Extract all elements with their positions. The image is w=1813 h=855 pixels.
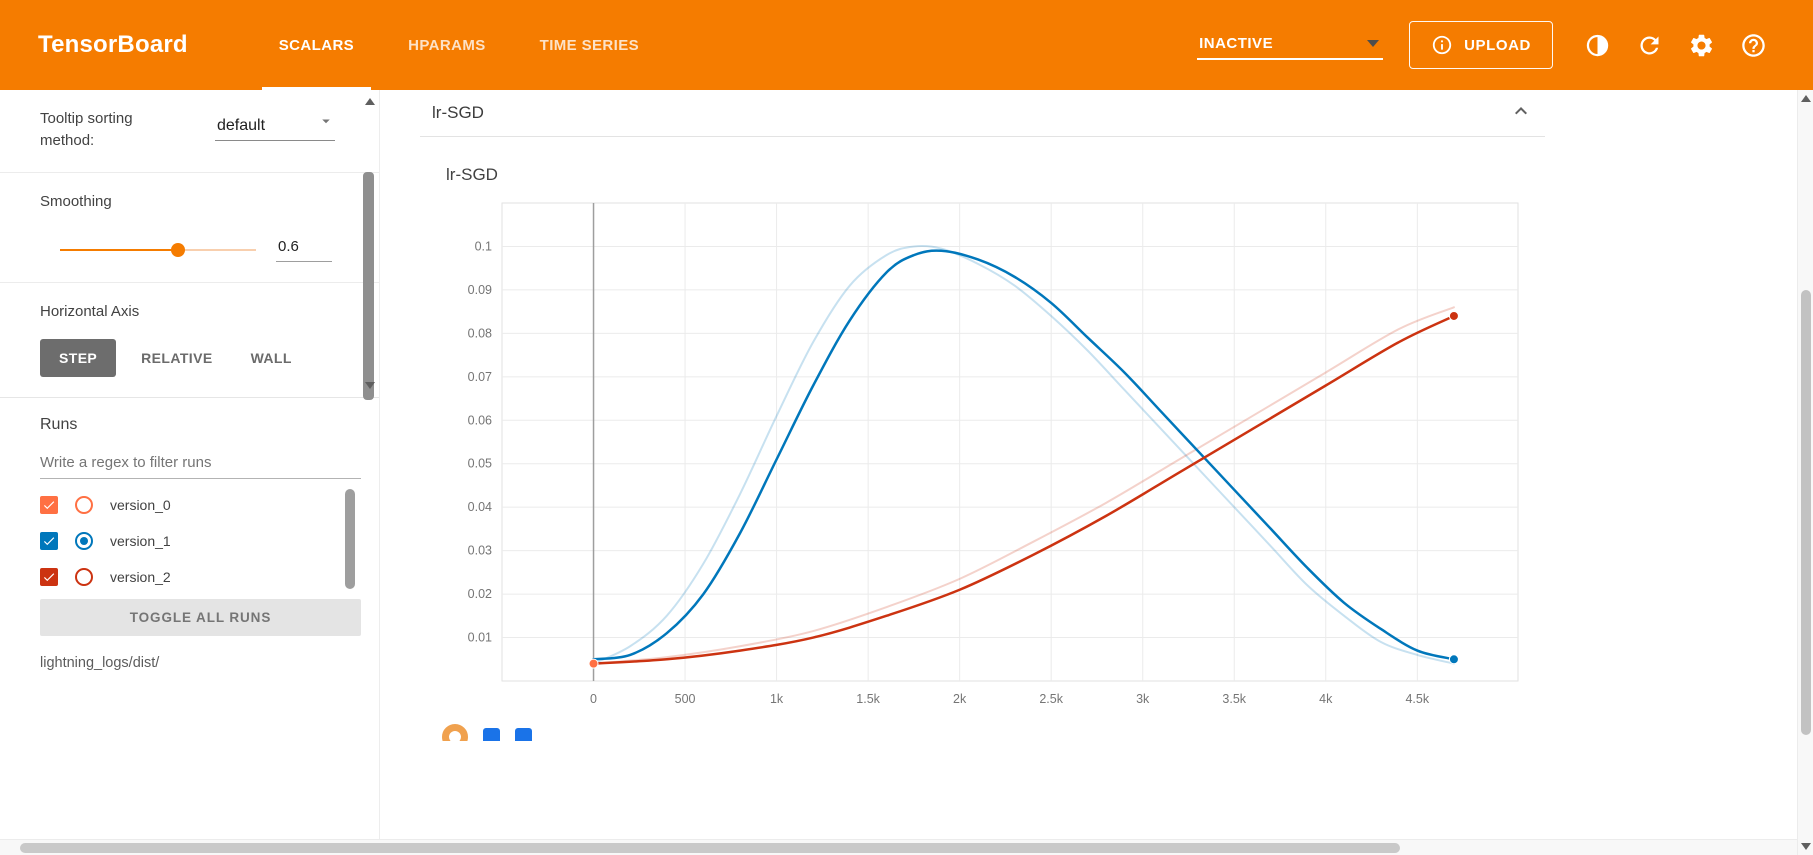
chart-group-header[interactable]: lr-SGD bbox=[420, 90, 1545, 137]
run-row-version-1[interactable]: version_1 bbox=[40, 523, 343, 559]
scroll-down-arrow-icon[interactable] bbox=[365, 382, 375, 389]
run-radio[interactable] bbox=[75, 532, 93, 550]
smoothing-label: Smoothing bbox=[40, 192, 112, 210]
page-body: Tooltip sorting method: default Smoothin… bbox=[0, 90, 1797, 839]
svg-text:4k: 4k bbox=[1319, 692, 1333, 706]
run-checkbox[interactable] bbox=[40, 568, 58, 586]
run-row-version-2[interactable]: version_2 bbox=[40, 559, 343, 595]
chart-group-title: lr-SGD bbox=[432, 103, 484, 122]
svg-text:3k: 3k bbox=[1136, 692, 1150, 706]
svg-text:0: 0 bbox=[590, 692, 597, 706]
tooltip-sorting-label: Tooltip sorting method: bbox=[40, 110, 133, 149]
svg-text:2.5k: 2.5k bbox=[1039, 692, 1063, 706]
svg-text:0.07: 0.07 bbox=[468, 370, 492, 384]
settings-gear-icon[interactable] bbox=[1675, 19, 1727, 71]
svg-text:0.04: 0.04 bbox=[468, 500, 492, 514]
toggle-all-runs-button[interactable]: TOGGLE ALL RUNS bbox=[40, 599, 361, 636]
scroll-down-arrow-icon[interactable] bbox=[1801, 843, 1811, 850]
run-radio[interactable] bbox=[75, 568, 93, 586]
runs-filter-input[interactable] bbox=[40, 446, 361, 479]
svg-text:0.05: 0.05 bbox=[468, 457, 492, 471]
svg-text:1k: 1k bbox=[770, 692, 784, 706]
svg-text:3.5k: 3.5k bbox=[1222, 692, 1246, 706]
svg-text:0.01: 0.01 bbox=[468, 631, 492, 645]
tooltip-sorting-section: Tooltip sorting method: default bbox=[0, 90, 379, 173]
scrollbar-thumb[interactable] bbox=[363, 172, 374, 400]
svg-text:0.06: 0.06 bbox=[468, 413, 492, 427]
sidebar-scrollbar[interactable] bbox=[363, 98, 375, 400]
svg-text:4.5k: 4.5k bbox=[1405, 692, 1429, 706]
upload-label: UPLOAD bbox=[1464, 36, 1531, 54]
runs-scrollbar[interactable] bbox=[345, 489, 355, 593]
info-icon bbox=[1431, 34, 1453, 56]
svg-text:500: 500 bbox=[675, 692, 696, 706]
axis-step-button[interactable]: STEP bbox=[40, 339, 117, 377]
svg-text:0.08: 0.08 bbox=[468, 326, 492, 340]
top-bar: TensorBoard SCALARS HPARAMS TIME SERIES … bbox=[0, 0, 1813, 90]
lr-sgd-chart[interactable]: 0.01 0.02 0.03 0.04 0.05 0.06 0.07 0.08 0.09 0.1 0… bbox=[432, 191, 1545, 721]
help-icon[interactable] bbox=[1727, 19, 1779, 71]
svg-text:0.02: 0.02 bbox=[468, 587, 492, 601]
runs-title: Runs bbox=[40, 416, 78, 433]
tab-time-series[interactable]: TIME SERIES bbox=[539, 36, 640, 54]
horizontal-axis-label: Horizontal Axis bbox=[40, 303, 140, 321]
app-logo[interactable]: TensorBoard bbox=[38, 31, 188, 58]
svg-text:0.03: 0.03 bbox=[468, 544, 492, 558]
chart-footer-icons bbox=[432, 724, 1545, 741]
axis-wall-button[interactable]: WALL bbox=[232, 339, 311, 377]
main-content: lr-SGD lr-SGD 0.01 0.02 0.03 0.04 0.05 0.06 0.… bbox=[380, 90, 1797, 839]
expand-chart-icon[interactable] bbox=[515, 728, 532, 741]
runs-section: Runs version_0 ve bbox=[0, 398, 379, 671]
svg-text:1.5k: 1.5k bbox=[856, 692, 880, 706]
scrollbar-thumb[interactable] bbox=[1801, 290, 1811, 735]
tab-scalars[interactable]: SCALARS bbox=[252, 0, 381, 90]
scalar-chart-card: lr-SGD 0.01 0.02 0.03 0.04 0.05 0.06 0.07 0.08 0… bbox=[420, 165, 1545, 741]
run-checkbox[interactable] bbox=[40, 532, 58, 550]
page-horizontal-scrollbar[interactable] bbox=[0, 839, 1797, 855]
scroll-up-arrow-icon[interactable] bbox=[1801, 95, 1811, 102]
run-label: version_0 bbox=[110, 497, 171, 513]
header-actions: INACTIVE UPLOAD bbox=[1197, 0, 1779, 90]
upload-button[interactable]: UPLOAD bbox=[1409, 21, 1553, 69]
run-checkbox[interactable] bbox=[40, 496, 58, 514]
brightness-toggle-icon[interactable] bbox=[1571, 19, 1623, 71]
status-dropdown[interactable]: INACTIVE bbox=[1197, 30, 1384, 60]
refresh-icon[interactable] bbox=[1623, 19, 1675, 71]
run-label: version_2 bbox=[110, 569, 171, 585]
settings-sidebar: Tooltip sorting method: default Smoothin… bbox=[0, 90, 380, 839]
run-list: version_0 version_1 vers bbox=[40, 487, 361, 595]
scrollbar-thumb[interactable] bbox=[345, 489, 355, 589]
run-toggle-icon[interactable] bbox=[442, 724, 468, 741]
chevron-down-icon bbox=[1367, 40, 1380, 47]
dropdown-arrow-icon bbox=[317, 112, 335, 135]
chart-title: lr-SGD bbox=[446, 165, 498, 184]
svg-text:2k: 2k bbox=[953, 692, 967, 706]
smoothing-slider[interactable] bbox=[60, 243, 256, 258]
tooltip-sorting-value: default bbox=[217, 117, 266, 134]
slider-fill bbox=[60, 249, 178, 252]
chevron-up-icon[interactable] bbox=[1509, 99, 1533, 128]
nav-tabs: SCALARS HPARAMS TIME SERIES bbox=[252, 0, 666, 90]
run-radio[interactable] bbox=[75, 496, 93, 514]
tooltip-sorting-dropdown[interactable]: default bbox=[215, 112, 335, 141]
pin-chart-icon[interactable] bbox=[483, 728, 500, 741]
scrollbar-thumb[interactable] bbox=[20, 843, 1400, 853]
horizontal-axis-section: Horizontal Axis STEP RELATIVE WALL bbox=[0, 283, 379, 397]
svg-text:0.09: 0.09 bbox=[468, 283, 492, 297]
smoothing-slider-thumb[interactable] bbox=[170, 243, 185, 258]
run-label: version_1 bbox=[110, 533, 171, 549]
page-vertical-scrollbar[interactable] bbox=[1797, 90, 1813, 855]
smoothing-value-input[interactable]: 0.6 bbox=[276, 238, 332, 263]
log-directory-label: lightning_logs/dist/ bbox=[40, 655, 160, 671]
scroll-up-arrow-icon[interactable] bbox=[365, 98, 375, 105]
status-dropdown-value: INACTIVE bbox=[1199, 35, 1274, 52]
tab-hparams[interactable]: HPARAMS bbox=[408, 36, 486, 54]
smoothing-section: Smoothing 0.6 bbox=[0, 173, 379, 284]
run-row-version-0[interactable]: version_0 bbox=[40, 487, 343, 523]
sidebar-scroll-region: Tooltip sorting method: default Smoothin… bbox=[0, 90, 379, 400]
svg-text:0.1: 0.1 bbox=[475, 239, 492, 253]
axis-relative-button[interactable]: RELATIVE bbox=[122, 339, 231, 377]
